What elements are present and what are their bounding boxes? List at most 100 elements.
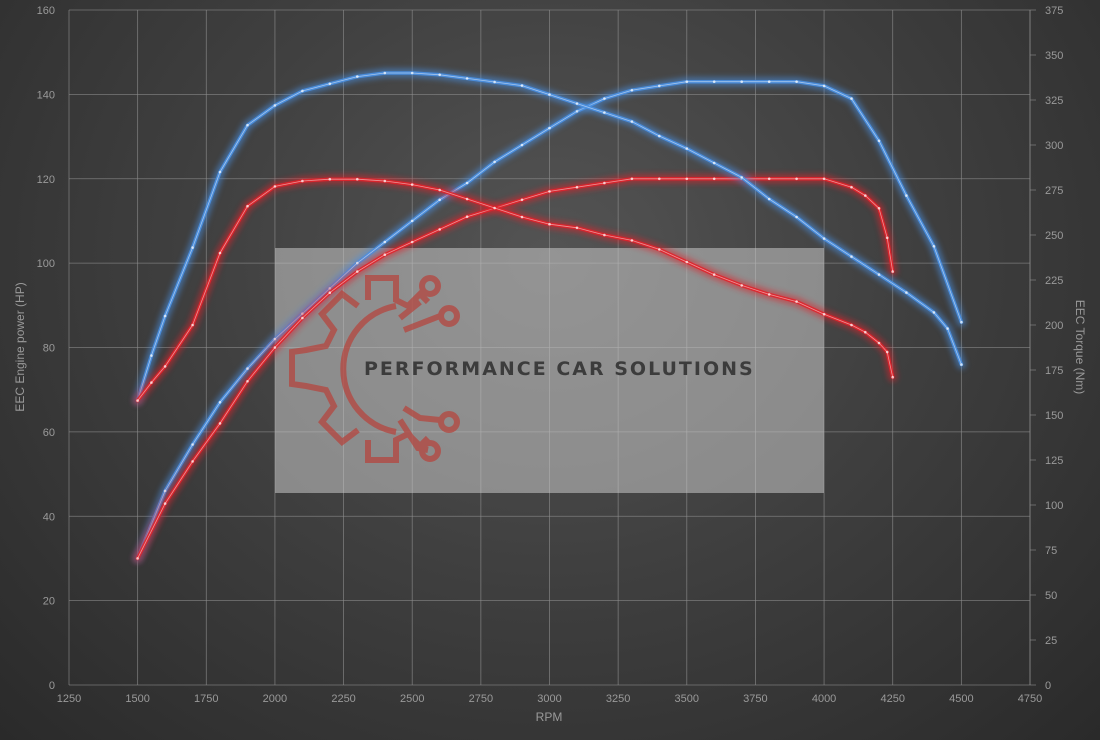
data-point [685,80,689,83]
y-right-tick-label: 200 [1045,320,1063,332]
data-point [136,399,139,402]
y-left-tick-label: 140 [37,89,55,101]
y-left-tick-label: 80 [43,343,55,355]
data-point [301,179,304,183]
x-tick-label: 2750 [469,693,493,705]
data-point [273,346,277,349]
data-point [520,143,524,147]
x-tick-label: 2000 [263,693,287,705]
data-point [273,185,277,188]
data-point [946,327,949,330]
data-point [150,381,153,384]
data-point [822,84,826,88]
data-point [685,260,689,264]
data-point [438,73,442,77]
data-point [273,104,277,107]
data-point [548,126,551,130]
series-3 [133,174,898,406]
data-point [575,226,579,230]
y-right-tick-label: 350 [1045,50,1063,62]
data-point [767,80,771,83]
data-point [932,311,936,314]
y-right-tick-label: 225 [1045,275,1063,287]
data-point [520,215,524,219]
data-point [150,354,153,357]
data-point [877,207,881,210]
data-point [383,253,387,256]
data-point [603,97,606,100]
data-point [438,198,442,202]
data-point [218,170,222,174]
data-point [630,88,634,92]
data-point [356,177,359,181]
data-point [163,365,167,368]
data-point [548,93,551,96]
data-point [740,80,743,83]
data-point [712,273,716,276]
data-point [685,177,689,181]
x-tick-label: 1750 [194,693,218,705]
data-point [767,197,771,201]
y-right-tick-label: 175 [1045,365,1063,377]
x-tick-label: 1250 [57,693,81,705]
data-point [191,443,194,446]
data-point [658,134,661,138]
series-1 [133,174,898,563]
data-point [740,284,743,287]
series-0 [133,77,966,563]
data-point [438,228,442,231]
data-point [877,341,881,345]
series-layer [133,68,966,563]
data-point [520,84,524,87]
data-point [603,181,606,185]
data-point [575,110,579,113]
data-point [246,367,249,370]
data-point [850,323,853,327]
series-core [137,178,894,401]
data-point [891,270,894,273]
x-tick-label: 4000 [812,693,836,705]
data-point [246,204,249,208]
data-point [493,80,496,84]
data-point [603,233,606,237]
y-right-tick-label: 250 [1045,230,1063,242]
x-tick-label: 3000 [537,693,561,705]
gear-circuit-icon [289,275,460,463]
watermark-text: PERFORMANCE CAR SOLUTIONS [364,358,755,380]
data-point [795,300,798,303]
data-point [383,240,387,244]
y-right-tick-label: 125 [1045,455,1063,467]
data-point [163,314,167,318]
data-point [383,179,387,183]
y-right-tick-label: 100 [1045,500,1063,512]
y-left-tick-label: 0 [49,680,55,692]
data-point [822,237,826,240]
x-tick-label: 3500 [675,693,699,705]
data-point [163,502,167,505]
data-point [520,198,524,202]
data-point [932,245,936,248]
data-point [891,375,894,379]
data-point [822,177,826,181]
y-left-tick-label: 160 [37,5,55,17]
data-point [163,489,167,493]
data-point [905,194,908,197]
y-right-axis-ticks: 0 25 50 75 100 125 150 175 200 225 250 275 300 325 350… [1045,5,1063,692]
x-tick-label: 3750 [743,693,767,705]
data-point [493,206,496,210]
data-point [877,139,881,143]
y-left-tick-label: 60 [43,427,55,439]
data-point [218,401,222,404]
data-point [191,246,194,249]
x-tick-label: 3250 [606,693,630,705]
data-point [438,188,442,192]
y-right-tick-label: 325 [1045,95,1063,107]
data-point [410,183,414,186]
data-point [685,147,689,150]
data-point [410,240,414,244]
data-point [630,239,634,242]
data-point [960,363,963,366]
data-point [356,75,359,78]
y-right-tick-label: 75 [1045,545,1057,557]
